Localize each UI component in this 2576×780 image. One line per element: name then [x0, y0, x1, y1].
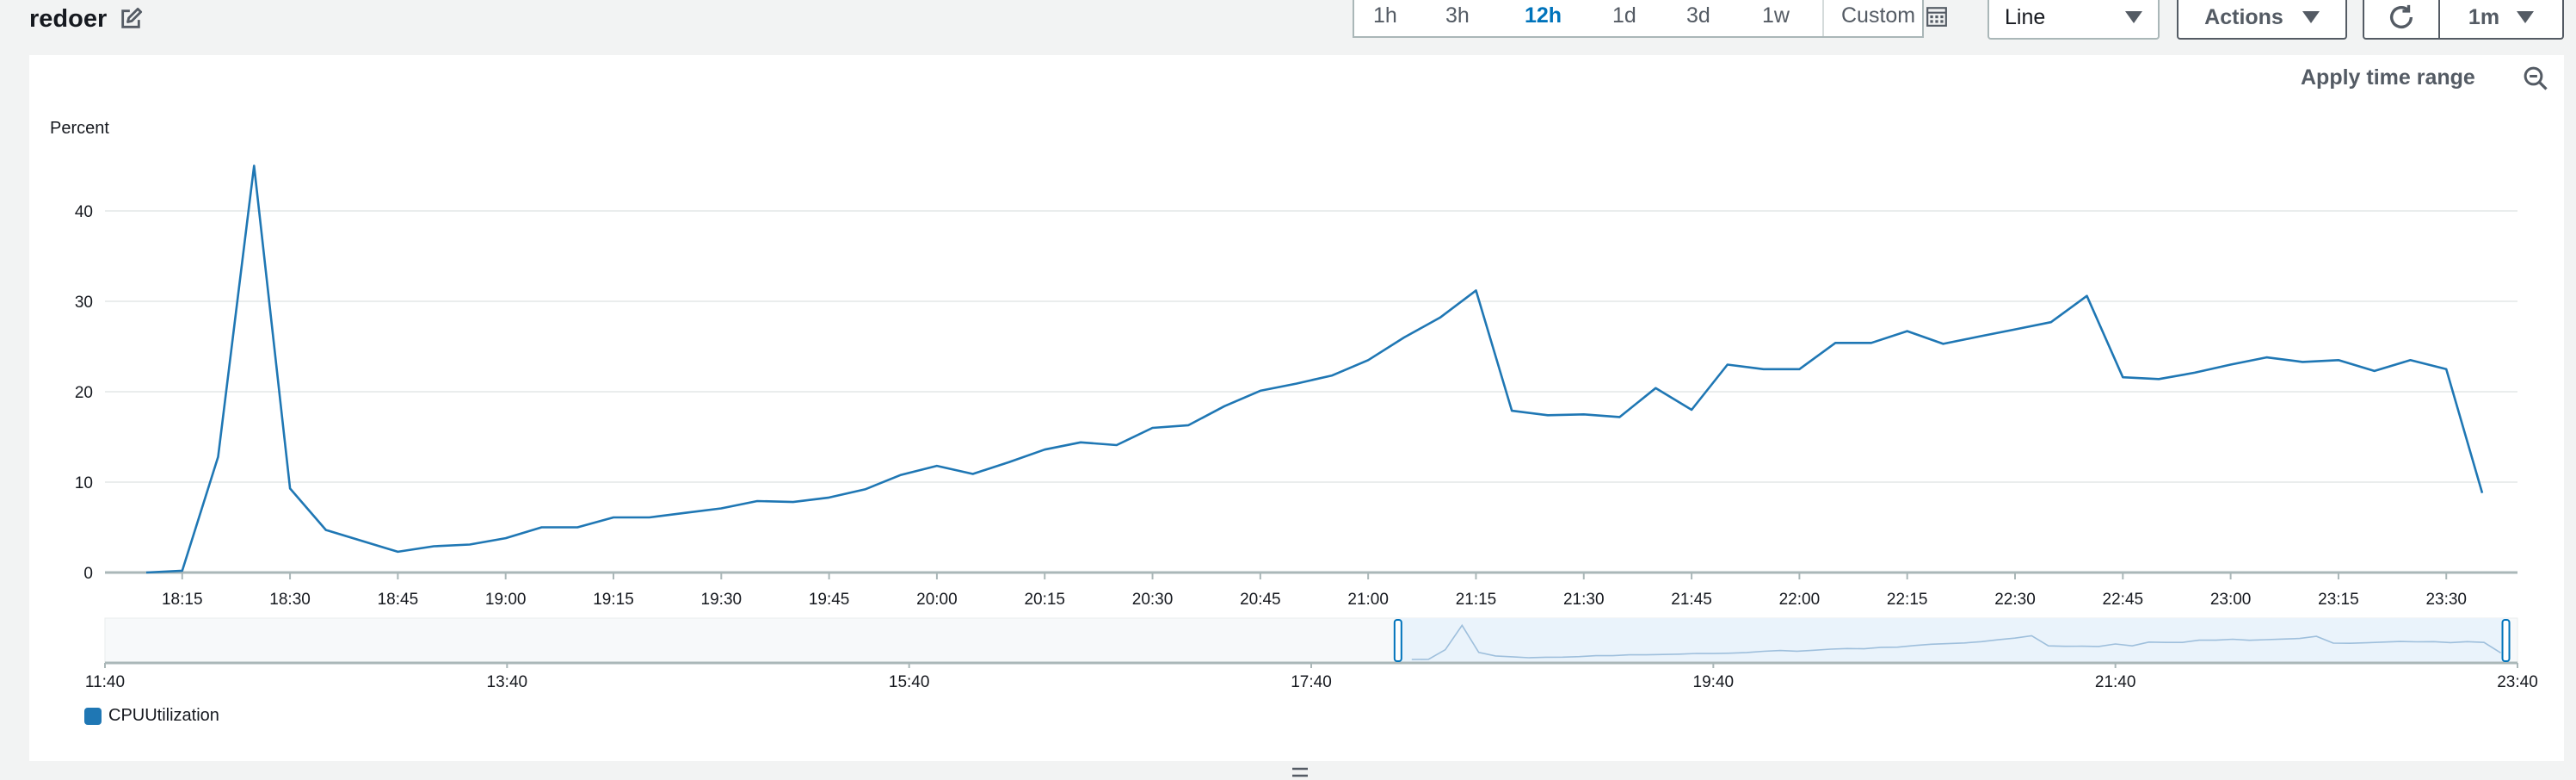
x-tick-label: 18:30 — [269, 591, 311, 609]
x-tick-label: 21:30 — [1563, 591, 1605, 609]
chart-legend[interactable]: CPUUtilization — [84, 706, 219, 726]
x-tick-label: 20:45 — [1240, 591, 1281, 609]
x-tick-label: 23:15 — [2318, 591, 2359, 609]
x-tick-label: 21:15 — [1456, 591, 1497, 609]
x-tick-label: 19:00 — [485, 591, 527, 609]
x-tick-label: 23:00 — [2210, 591, 2252, 609]
series-line-cpuutilization — [146, 166, 2482, 573]
navigator-tick-label: 23:40 — [2497, 673, 2538, 691]
x-tick-label: 22:00 — [1779, 591, 1821, 609]
navigator-tick-label: 19:40 — [1693, 673, 1735, 691]
navigator-tick-label: 11:40 — [85, 673, 125, 691]
x-tick-label: 19:45 — [809, 591, 850, 609]
x-tick-label: 21:45 — [1671, 591, 1712, 609]
navigator-selection — [1398, 618, 2506, 663]
x-tick-label: 22:45 — [2103, 591, 2144, 609]
x-tick-label: 22:15 — [1887, 591, 1928, 609]
x-tick-label: 23:30 — [2425, 591, 2467, 609]
navigator-tick-label: 21:40 — [2095, 673, 2136, 691]
y-tick-label: 10 — [75, 474, 93, 492]
x-tick-label: 22:30 — [1994, 591, 2036, 609]
x-tick-label: 20:30 — [1132, 591, 1174, 609]
y-tick-label: 30 — [75, 294, 93, 312]
x-tick-label: 19:15 — [593, 591, 634, 609]
y-tick-label: 20 — [75, 384, 93, 402]
navigator-handle-left — [1395, 620, 1402, 661]
x-tick-label: 20:00 — [916, 591, 958, 609]
legend-swatch — [84, 708, 102, 725]
navigator-tick-label: 17:40 — [1291, 673, 1332, 691]
navigator-tick-label: 13:40 — [487, 673, 528, 691]
x-tick-label: 18:45 — [378, 591, 419, 609]
drag-handle-icon[interactable] — [1291, 766, 1310, 778]
navigator-tick-label: 15:40 — [889, 673, 930, 691]
navigator-handle-right — [2503, 620, 2510, 661]
y-tick-label: 0 — [83, 565, 93, 583]
legend-series-label: CPUUtilization — [108, 706, 219, 726]
x-tick-label: 18:15 — [162, 591, 203, 609]
x-tick-label: 21:00 — [1347, 591, 1389, 609]
y-tick-label: 40 — [75, 203, 93, 221]
x-tick-label: 20:15 — [1024, 591, 1065, 609]
x-tick-label: 19:30 — [701, 591, 743, 609]
